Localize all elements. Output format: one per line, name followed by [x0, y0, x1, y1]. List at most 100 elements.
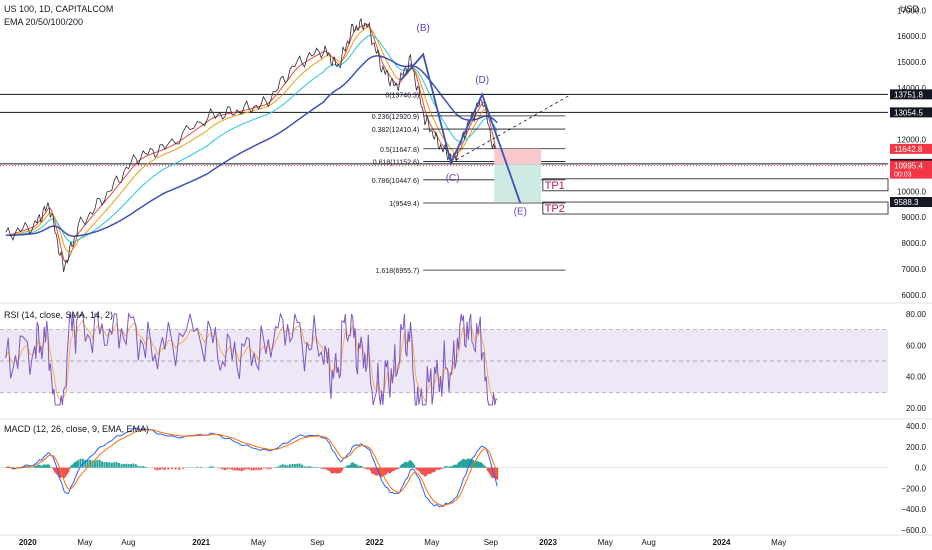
- fib-level-label: 0.618(11152.6): [373, 160, 419, 167]
- macd-histogram-bar: [405, 462, 408, 468]
- macd-histogram-bar: [255, 467, 258, 470]
- macd-histogram-bar: [163, 467, 166, 470]
- y-tick-label: 8000.0: [902, 239, 927, 248]
- macd-histogram-bar: [110, 462, 113, 468]
- price-tag-value: 9588.3: [894, 198, 919, 207]
- macd-histogram-bar: [33, 466, 36, 468]
- macd-histogram-bar: [415, 467, 418, 470]
- macd-histogram-bar: [472, 460, 475, 468]
- macd-histogram-bar: [328, 467, 331, 472]
- macd-histogram-bar: [286, 465, 289, 468]
- y-tick-label: 9000.0: [902, 213, 927, 222]
- take-profit-label: TP1: [545, 180, 565, 192]
- y-tick-label: 6000.0: [902, 291, 927, 300]
- x-tick-label: 2020: [19, 538, 37, 547]
- macd-histogram-bar: [348, 465, 351, 468]
- fib-level-label: 0.382(12410.4): [372, 127, 419, 134]
- macd-histogram-bar: [466, 459, 469, 468]
- rsi-tick-label: 60.00: [906, 341, 927, 350]
- y-tick-label: 16000.0: [897, 32, 926, 41]
- macd-histogram-bar: [467, 458, 470, 468]
- x-tick-label: May: [77, 538, 92, 547]
- macd-histogram-bar: [452, 465, 455, 468]
- macd-histogram-bar: [279, 465, 282, 468]
- macd-histogram-bar: [61, 467, 64, 478]
- pattern-point-label: (E): [514, 207, 527, 218]
- macd-histogram-bar: [366, 467, 369, 470]
- macd-histogram-bar: [375, 467, 378, 476]
- macd-histogram-bar: [327, 467, 330, 471]
- macd-histogram-bar: [409, 460, 412, 468]
- macd-histogram-bar: [226, 467, 229, 470]
- macd-histogram-bar: [421, 467, 424, 475]
- macd-histogram-bar: [296, 463, 299, 468]
- macd-histogram-bar: [461, 459, 464, 468]
- y-tick-label: 12000.0: [897, 136, 926, 145]
- macd-histogram-bar: [339, 467, 342, 473]
- macd-histogram-bar: [28, 467, 31, 468]
- macd-histogram-bar: [236, 467, 239, 471]
- macd-histogram-bar: [434, 467, 437, 471]
- macd-histogram-bar: [329, 467, 332, 473]
- macd-histogram-bar: [372, 467, 375, 474]
- macd-histogram-bar: [340, 467, 343, 472]
- macd-histogram-bar: [355, 464, 358, 468]
- macd-histogram-bar: [134, 464, 137, 468]
- macd-histogram-bar: [335, 467, 338, 474]
- macd-histogram-bar: [37, 465, 40, 468]
- macd-histogram-bar: [411, 463, 414, 468]
- macd-histogram-bar: [332, 467, 335, 474]
- price-tag: [890, 160, 932, 179]
- macd-histogram-bar: [351, 462, 354, 468]
- macd-histogram-bar: [433, 467, 436, 472]
- macd-histogram-bar: [484, 466, 487, 468]
- macd-histogram-bar: [75, 461, 78, 468]
- macd-histogram-bar: [49, 466, 52, 468]
- trend-dashed-line: [450, 95, 570, 164]
- x-tick-label: May: [424, 538, 439, 547]
- take-profit-box: [542, 178, 889, 192]
- macd-histogram-bar: [426, 467, 429, 475]
- chart-title: US 100, 1D, CAPITALCOM: [4, 4, 114, 14]
- macd-histogram-bar: [91, 460, 94, 468]
- macd-histogram-bar: [387, 467, 390, 473]
- macd-histogram-bar: [428, 467, 431, 474]
- macd-histogram-bar: [257, 467, 260, 471]
- macd-histogram-bar: [358, 466, 361, 468]
- macd-histogram-bar: [445, 466, 448, 468]
- macd-histogram-bar: [48, 464, 51, 468]
- macd-histogram-bar: [223, 467, 226, 471]
- macd-tick-label: 200.0: [906, 443, 927, 452]
- macd-histogram-bar: [448, 466, 451, 468]
- macd-histogram-bar: [368, 467, 371, 470]
- macd-histogram-bar: [144, 466, 147, 468]
- macd-histogram-bar: [407, 462, 410, 468]
- rsi-line: [5, 312, 498, 406]
- macd-histogram-bar: [274, 467, 277, 468]
- fib-level-label: 1(9549.4): [389, 201, 419, 208]
- macd-histogram-bar: [320, 467, 323, 469]
- macd-histogram-bar: [413, 464, 416, 468]
- macd-histogram-bar: [313, 467, 316, 468]
- macd-histogram-bar: [233, 467, 236, 471]
- y-tick-label: 17000.0: [897, 6, 926, 15]
- macd-title[interactable]: MACD (12, 26, close, 9, EMA, EMA): [4, 424, 150, 434]
- macd-histogram-bar: [142, 466, 145, 468]
- macd-histogram-bar: [439, 467, 442, 469]
- ema50-line: [5, 26, 498, 252]
- fib-level-label: 0.786(10447.6): [372, 178, 419, 185]
- macd-histogram-bar: [478, 462, 481, 468]
- macd-histogram-bar: [382, 467, 385, 476]
- macd-histogram-bar: [373, 467, 376, 475]
- rsi-title[interactable]: RSI (14, close, SMA, 14, 2): [4, 310, 114, 320]
- macd-histogram-bar: [77, 460, 80, 468]
- macd-histogram-bar: [431, 467, 434, 473]
- macd-histogram-bar: [243, 467, 246, 471]
- macd-histogram-bar: [322, 467, 325, 470]
- macd-histogram-bar: [403, 462, 406, 468]
- ema-indicator-label[interactable]: EMA 20/50/100/200: [4, 17, 84, 27]
- macd-histogram-bar: [399, 465, 402, 468]
- macd-histogram-bar: [66, 467, 69, 474]
- macd-histogram-bar: [43, 464, 46, 468]
